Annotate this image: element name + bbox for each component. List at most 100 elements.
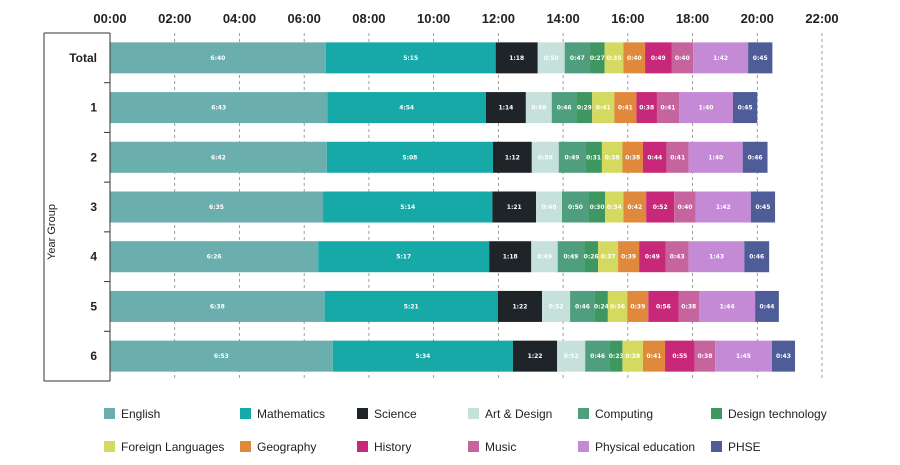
data-label: 0:56 [656,303,671,310]
bar-segment [110,340,333,372]
bar-segment [327,92,486,124]
bar-segment [645,42,672,74]
x-tick-label: 12:00 [482,11,515,26]
bar-segment [110,191,324,223]
category-label: 2 [90,150,97,164]
legend: English Mathematics Science Art & Design Com… [104,407,827,454]
data-label: 0:41 [596,105,611,112]
data-label: 0:52 [653,204,668,211]
data-label: 5:14 [400,204,415,211]
data-label: 0:46 [749,254,764,261]
data-label: 0:43 [670,254,685,261]
data-label: 0:50 [544,55,559,62]
data-label: 0:49 [537,254,552,261]
bar-segment [531,141,559,173]
bar-segment [497,290,543,322]
axis-frame [43,32,111,382]
bar-segment [679,92,733,124]
bar-segment [525,92,552,124]
data-label: 0:38 [605,154,620,161]
bar-segment [585,141,602,173]
bar-segment [542,290,571,322]
data-label: 0:45 [753,55,768,62]
bar-segment [605,191,624,223]
bar-segment [585,340,611,372]
x-tick-label: 04:00 [223,11,256,26]
legend-swatch [711,441,722,452]
category-label: 6 [90,349,97,363]
legend-swatch [468,441,479,452]
bar-segment [665,241,689,273]
bar-segment [694,340,716,372]
category-label: 4 [90,250,97,264]
bar-segment [492,141,532,173]
data-label: 0:38 [681,303,696,310]
x-tick-label: 06:00 [288,11,321,26]
bar-segment [590,42,605,74]
data-label: 0:40 [627,55,642,62]
data-label: 0:30 [590,204,605,211]
bar-segment [325,42,496,74]
data-label: 6:43 [211,105,226,112]
data-label: 0:47 [570,55,585,62]
data-label: 0:52 [549,303,564,310]
category-label: Total [69,51,97,65]
bar-segment [699,290,756,322]
data-label: 0:35 [607,55,622,62]
legend-label: Computing [595,407,653,421]
bar-segment [110,290,325,322]
category-labels: Total 1 2 3 4 5 6 [69,51,97,363]
y-axis-title: Year Group [46,204,58,260]
data-label: 0:40 [678,204,693,211]
data-label: 0:49 [563,254,578,261]
bar-segment [323,191,493,223]
bar-segment [636,92,657,124]
bar-segment [678,290,700,322]
data-label: 0:48 [542,204,557,211]
data-label: 0:41 [647,353,662,360]
bar-segment [656,92,680,124]
legend-swatch [240,441,251,452]
data-label: 0:29 [577,105,592,112]
legend-label: PHSE [728,440,761,454]
data-label: 0:45 [755,204,770,211]
bar-segment [623,191,647,223]
data-label: 1:22 [528,353,543,360]
x-tick-label: 22:00 [805,11,838,26]
data-label: 0:31 [586,154,601,161]
data-label: 0:41 [661,105,676,112]
bar-segment [584,241,599,273]
bar-segment [614,92,637,124]
bar-segment [715,340,772,372]
data-label: 0:37 [601,254,616,261]
bar-segment [485,92,526,124]
bar-segment [598,241,619,273]
bar-segment [531,241,558,273]
bar-segment [564,42,591,74]
data-label: 0:49 [651,55,666,62]
bar-segment [332,340,513,372]
data-label: 0:49 [645,254,660,261]
bar-segment [639,241,666,273]
data-label: 0:46 [557,105,572,112]
data-label: 0:50 [568,204,583,211]
x-tick-label: 18:00 [676,11,709,26]
bar-segment [110,141,327,173]
legend-label: Mathematics [257,407,325,421]
data-label: 4:54 [399,105,414,112]
data-label: 0:39 [630,303,645,310]
data-label: 0:38 [625,353,640,360]
legend-label: Design technology [728,407,827,421]
x-tick-label: 20:00 [741,11,774,26]
legend-label: Geography [257,440,316,454]
data-label: 1:42 [716,204,731,211]
data-label: 0:40 [675,55,690,62]
data-label: 0:46 [575,303,590,310]
bar-segment [666,141,689,173]
category-label: 1 [90,101,97,115]
bar-segment [110,92,328,124]
bar-segment [537,42,565,74]
data-label: 5:17 [396,254,411,261]
data-label: 0:24 [594,303,609,310]
data-label: 0:55 [672,353,687,360]
